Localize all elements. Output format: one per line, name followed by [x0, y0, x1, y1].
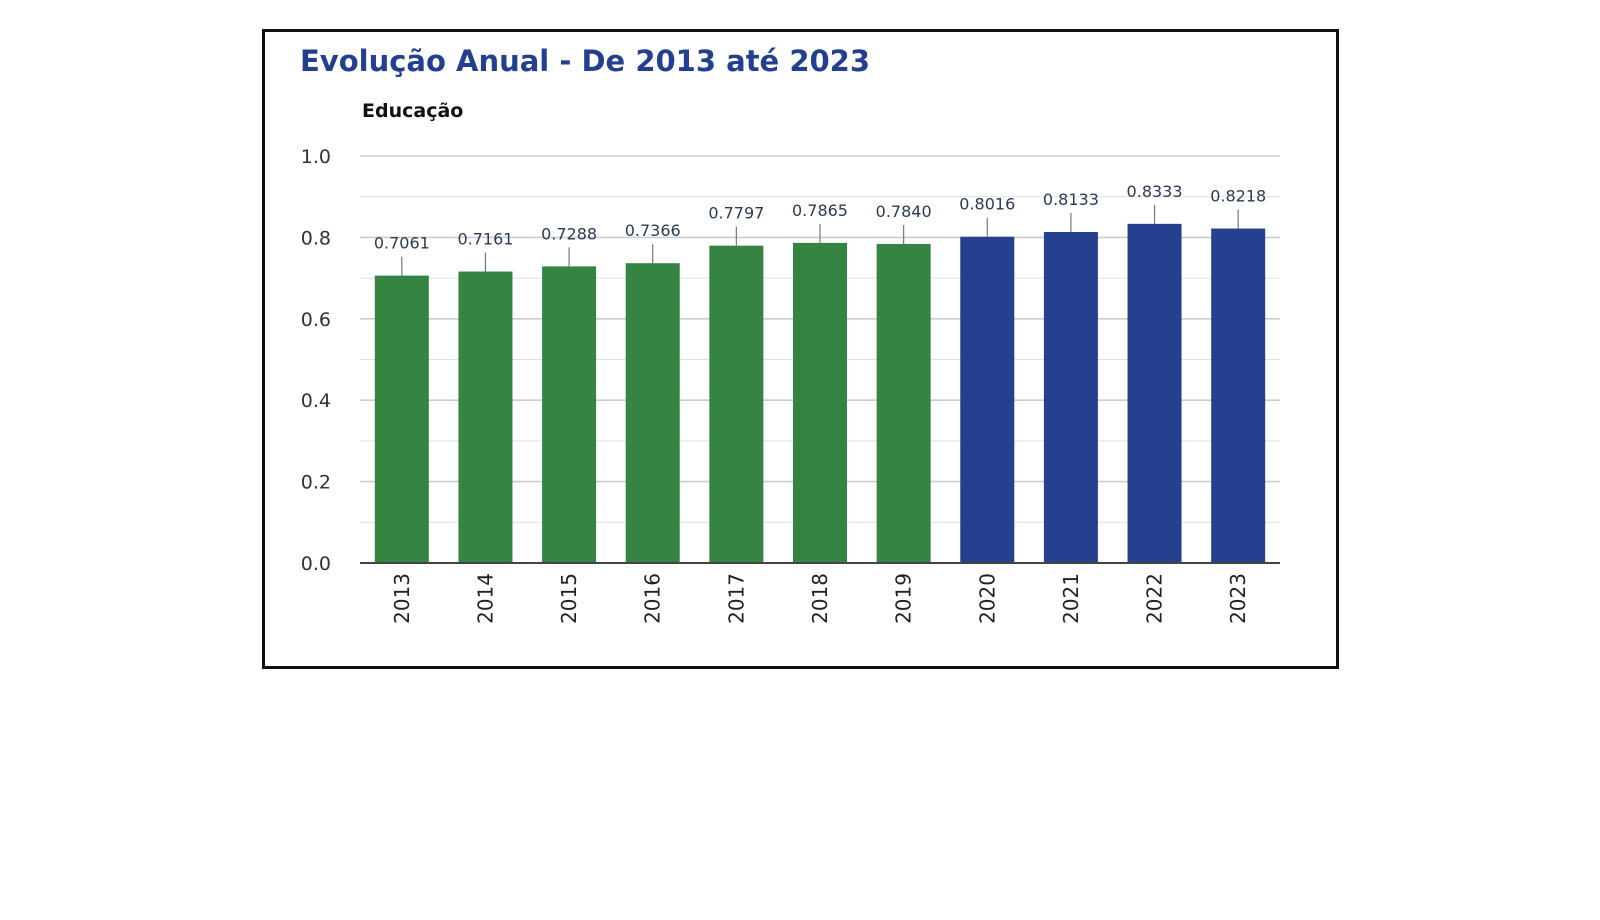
- chart-subtitle: Educação: [362, 100, 464, 122]
- x-tick-label-2014: 2014: [473, 573, 497, 624]
- x-axis-categories: 2013 2014 2015 2016 2017 2018 2019 2020 2021 2022…: [390, 573, 1250, 624]
- x-tick-label-2022: 2022: [1143, 573, 1167, 624]
- bars: [374, 223, 1266, 564]
- data-label-2019: 0.7840: [876, 202, 932, 221]
- y-tick-label: 0.4: [301, 390, 331, 412]
- y-tick-label: 0.2: [301, 472, 331, 494]
- bar-2015: [542, 266, 597, 563]
- bar-2022: [1127, 223, 1182, 563]
- bar-2013: [374, 275, 429, 563]
- x-tick-label-2021: 2021: [1059, 573, 1083, 624]
- bar-2020: [960, 236, 1015, 564]
- data-label-2013: 0.7061: [374, 234, 430, 253]
- bar-2021: [1043, 231, 1098, 564]
- data-label-2014: 0.7161: [457, 230, 513, 249]
- x-tick-label-2020: 2020: [975, 573, 999, 624]
- bar-2023: [1211, 228, 1266, 563]
- chart-frame: Evolução Anual - De 2013 até 2023 Educaç…: [262, 29, 1339, 669]
- bar-2018: [793, 242, 847, 563]
- data-label-2023: 0.8218: [1210, 187, 1266, 206]
- y-tick-label: 0.0: [301, 553, 331, 575]
- data-labels: 0.7061 0.7161 0.7288 0.7366 0.7797 0.7865 0.78…: [374, 182, 1266, 276]
- y-tick-label: 0.8: [301, 227, 331, 249]
- data-label-2017: 0.7797: [708, 204, 764, 223]
- chart-title: Evolução Anual - De 2013 até 2023: [300, 44, 871, 78]
- x-tick-label-2017: 2017: [724, 573, 748, 624]
- bar-2014: [458, 271, 513, 563]
- x-tick-label-2015: 2015: [557, 573, 581, 624]
- bar-2017: [709, 245, 764, 563]
- x-tick-label-2023: 2023: [1226, 573, 1250, 624]
- bar-2016: [625, 263, 680, 563]
- x-tick-label-2016: 2016: [641, 573, 665, 624]
- data-label-2016: 0.7366: [625, 221, 681, 240]
- x-tick-label-2019: 2019: [892, 573, 916, 624]
- data-label-2022: 0.8333: [1127, 182, 1183, 201]
- y-axis-ticks: 0.0 0.2 0.4 0.6 0.8 1.0: [301, 146, 331, 575]
- data-label-2021: 0.8133: [1043, 190, 1099, 209]
- data-label-2020: 0.8016: [959, 195, 1015, 214]
- y-tick-label: 0.6: [301, 309, 331, 331]
- x-tick-label-2018: 2018: [808, 573, 832, 624]
- data-label-2018: 0.7865: [792, 201, 848, 220]
- y-tick-label: 1.0: [301, 146, 331, 168]
- bar-2019: [876, 243, 931, 564]
- data-label-2015: 0.7288: [541, 224, 597, 243]
- x-tick-label-2013: 2013: [390, 573, 414, 624]
- bar-chart: 0.00.20.40.60.81.0 0.7061 0.7161 0.7288 0.7…: [301, 146, 1280, 624]
